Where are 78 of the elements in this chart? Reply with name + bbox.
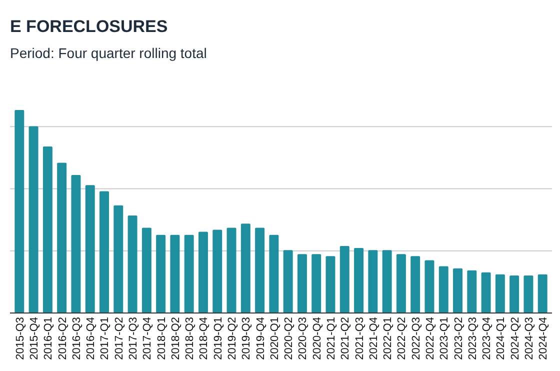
x-tick-label: 2018-Q1 xyxy=(156,317,168,360)
x-tick-label: 2015-Q4 xyxy=(28,317,41,360)
x-tick-label: 2024-Q1 xyxy=(495,317,508,360)
bar xyxy=(538,274,548,313)
bar xyxy=(382,250,392,313)
x-tick-label: 2022-Q4 xyxy=(424,317,436,360)
x-tick-label: 2022-Q2 xyxy=(396,317,408,360)
x-tick-label: 2023-Q4 xyxy=(481,317,494,360)
x-tick-label: 2023-Q2 xyxy=(452,317,465,360)
bar xyxy=(438,266,448,313)
bar xyxy=(14,110,24,313)
bar xyxy=(524,275,534,313)
bar xyxy=(424,260,434,313)
x-tick-label: 2020-Q3 xyxy=(297,317,310,360)
bar xyxy=(156,234,166,313)
x-tick-label: 2020-Q4 xyxy=(311,317,324,360)
x-tick-label: 2016-Q2 xyxy=(56,317,69,360)
x-tick-label: 2021-Q2 xyxy=(340,317,352,360)
x-tick-label: 2024-Q4 xyxy=(538,317,550,360)
x-tick-label: 2020-Q1 xyxy=(268,317,281,360)
bar xyxy=(326,256,336,313)
bar xyxy=(71,174,81,313)
x-tick-label: 2017-Q3 xyxy=(128,317,140,360)
bar xyxy=(255,228,265,313)
bar xyxy=(226,228,236,313)
x-tick-label: 2016-Q3 xyxy=(70,317,83,360)
bar xyxy=(354,248,364,313)
x-tick-label: 2019-Q4 xyxy=(254,317,267,360)
x-tick-label: 2018-Q2 xyxy=(170,317,182,360)
bar xyxy=(184,234,194,313)
bar xyxy=(297,254,307,313)
bar xyxy=(42,146,52,313)
x-tick-label: 2018-Q3 xyxy=(184,317,196,360)
bar xyxy=(128,216,138,313)
x-tick-label: 2019-Q2 xyxy=(226,317,239,360)
chart-subtitle: Period: Four quarter rolling total xyxy=(10,45,207,61)
x-tick-label: 2024-Q2 xyxy=(509,317,522,360)
bar xyxy=(170,234,180,313)
x-tick-label: 2016-Q4 xyxy=(85,317,98,360)
x-tick-label: 2019-Q3 xyxy=(240,317,253,360)
x-tick-label: 2020-Q2 xyxy=(283,317,296,360)
chart-title: E FORECLOSURES xyxy=(10,17,168,36)
bar xyxy=(312,254,322,313)
x-tick-label: 2023-Q1 xyxy=(438,317,451,360)
x-tick-label: 2017-Q2 xyxy=(113,317,126,360)
bar xyxy=(396,254,406,313)
x-tick-label: 2016-Q1 xyxy=(42,317,55,360)
bar xyxy=(368,250,378,313)
bar xyxy=(100,191,109,313)
bar xyxy=(142,228,152,313)
bar xyxy=(198,232,208,313)
bar xyxy=(269,234,279,313)
bar xyxy=(212,230,222,313)
x-tick-label: 2023-Q3 xyxy=(466,317,479,360)
bar xyxy=(240,224,250,313)
x-tick-label: 2022-Q1 xyxy=(382,317,394,360)
bar xyxy=(410,256,420,313)
x-tick-label: 2021-Q4 xyxy=(368,317,380,360)
x-tick-label: 2019-Q1 xyxy=(212,317,224,360)
bar xyxy=(495,274,505,313)
bar xyxy=(57,162,67,313)
bar xyxy=(114,205,124,313)
bar xyxy=(510,275,520,313)
x-tick-label: 2021-Q3 xyxy=(354,317,366,360)
bar xyxy=(283,250,293,313)
x-tick-label: 2024-Q3 xyxy=(523,317,536,360)
bar xyxy=(481,272,491,313)
bar xyxy=(453,268,462,313)
x-tick-label: 2017-Q4 xyxy=(142,317,154,360)
x-tick-label: 2018-Q4 xyxy=(198,317,210,360)
bar xyxy=(85,185,95,313)
x-tick-label: 2022-Q3 xyxy=(410,317,422,360)
x-tick-label: 2017-Q1 xyxy=(99,317,112,360)
bar xyxy=(28,126,38,313)
x-tick-label: 2021-Q1 xyxy=(325,317,338,360)
x-tick-label: 2015-Q3 xyxy=(14,317,26,360)
bar xyxy=(340,246,350,313)
bar xyxy=(467,270,477,313)
